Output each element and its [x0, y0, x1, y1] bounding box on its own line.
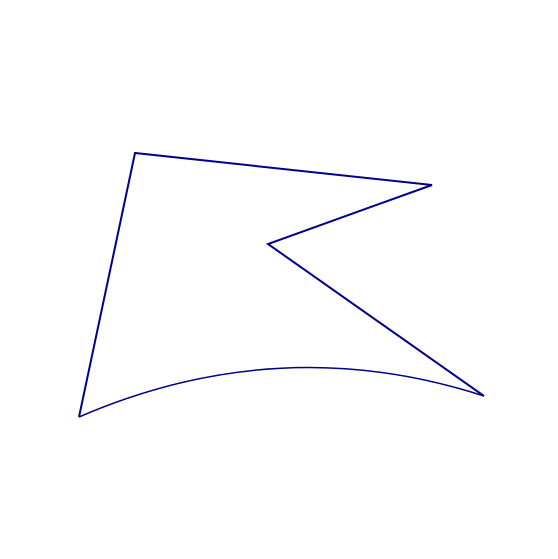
- shape-outline: [78, 151, 485, 418]
- shape-curved-edge: [78, 366, 485, 418]
